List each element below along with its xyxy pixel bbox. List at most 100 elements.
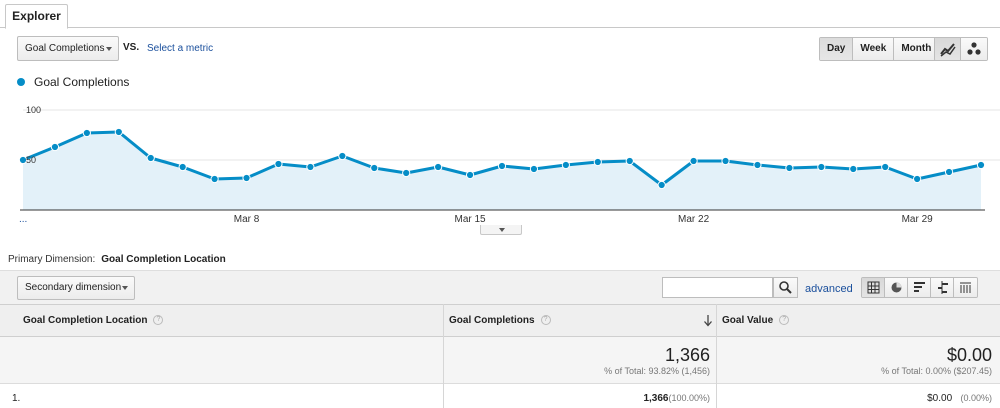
data-point [114, 127, 123, 137]
sort-descending-icon[interactable] [703, 314, 713, 327]
column-header-location-label: Goal Completion Location [23, 315, 148, 326]
total-value-sub: % of Total: 0.00% ($207.45) [881, 366, 992, 376]
data-point [274, 159, 283, 169]
secondary-dimension-label: Secondary dimension [25, 282, 122, 293]
data-point [721, 156, 730, 166]
period-selector: Day Week Month [819, 37, 940, 61]
y-tick-label: 50 [26, 155, 36, 165]
data-point [944, 167, 954, 177]
data-point [434, 162, 443, 172]
motion-chart-button[interactable] [961, 38, 987, 60]
comparison-view-icon [938, 281, 948, 294]
metric-dropdown-label: Goal Completions [25, 43, 105, 54]
motion-chart-icon [967, 42, 981, 55]
pie-view-button[interactable] [885, 278, 908, 297]
collapse-chevron-icon [499, 228, 505, 232]
row-completions: 1,366(100.00%) [643, 393, 710, 404]
data-point [306, 162, 315, 172]
line-chart-button[interactable] [935, 38, 961, 60]
data-point [753, 160, 762, 170]
help-icon[interactable]: ? [540, 315, 551, 326]
data-point [593, 157, 602, 167]
column-header-completions-label: Goal Completions [449, 315, 535, 326]
table-header: Goal Completion Location? Goal Completio… [0, 304, 1000, 337]
help-icon[interactable]: ? [153, 315, 164, 326]
period-day-button[interactable]: Day [820, 38, 854, 60]
table-toolbar [0, 270, 1000, 304]
column-header-location[interactable]: Goal Completion Location? [23, 305, 164, 336]
metric-dropdown[interactable]: Goal Completions [17, 36, 119, 61]
primary-dimension-label: Primary Dimension: [8, 254, 96, 265]
tab-strip: Explorer [0, 0, 1000, 29]
chart-type-selector [934, 37, 988, 61]
data-point [881, 162, 890, 172]
data-point [338, 151, 347, 161]
performance-view-icon [914, 282, 925, 292]
table-search-input[interactable] [662, 277, 773, 298]
advanced-filter-link[interactable]: advanced [805, 283, 853, 295]
total-completions-sub: % of Total: 93.82% (1,456) [604, 366, 710, 376]
chevron-down-icon [122, 286, 128, 290]
column-divider [443, 304, 444, 408]
row-completions-pct: (100.00%) [668, 393, 710, 403]
data-point [913, 174, 922, 184]
total-value: $0.00 [946, 345, 992, 365]
performance-view-button[interactable] [908, 278, 931, 297]
row-index: 1. [12, 393, 21, 404]
tab-explorer[interactable]: Explorer [5, 4, 68, 29]
legend-label: Goal Completions [34, 75, 130, 89]
data-point [561, 160, 570, 170]
data-point [849, 164, 858, 174]
data-point [50, 142, 60, 152]
column-header-completions[interactable]: Goal Completions? [449, 305, 551, 336]
y-tick-label: 100 [26, 105, 41, 115]
column-header-value-label: Goal Value [722, 315, 774, 326]
data-point [370, 163, 379, 173]
vs-label: VS. [123, 42, 140, 53]
data-point [529, 164, 539, 174]
data-point [210, 174, 219, 184]
x-tick-label: Mar 29 [902, 214, 934, 225]
data-point [178, 162, 187, 172]
data-point [82, 128, 91, 138]
comparison-view-button[interactable] [931, 278, 954, 297]
help-icon[interactable]: ? [779, 315, 790, 326]
legend-dot-icon [17, 78, 25, 86]
x-start-label: ... [19, 214, 27, 225]
data-point [402, 168, 411, 178]
row-completions-value: 1,366 [643, 393, 669, 404]
data-point [625, 156, 634, 166]
primary-dimension: Primary Dimension: Goal Completion Locati… [8, 254, 226, 265]
pivot-view-button[interactable] [954, 278, 977, 297]
select-metric-link[interactable]: Select a metric [147, 43, 214, 54]
table-view-icon [867, 281, 880, 294]
data-point [657, 180, 666, 190]
x-tick-label: Mar 22 [678, 214, 710, 225]
data-point [242, 173, 251, 183]
data-point [689, 156, 698, 166]
period-week-button[interactable]: Week [853, 38, 895, 60]
row-value: $0.00 (0.00%) [927, 393, 992, 404]
pie-view-icon [891, 282, 902, 293]
secondary-dimension-dropdown[interactable]: Secondary dimension [17, 276, 135, 300]
data-point [146, 153, 155, 163]
data-point [817, 162, 826, 172]
totals-row: 1,366 % of Total: 93.82% (1,456) $0.00 %… [0, 337, 1000, 384]
goal-completions-chart[interactable]: 100 50 Mar 8 Mar 15 Mar 22 Mar 29... [0, 95, 1000, 230]
chart-collapse-handle[interactable] [480, 225, 522, 235]
table-row[interactable]: 1. 1,366(100.00%) $0.00 (0.00%) [0, 385, 1000, 408]
column-header-value[interactable]: Goal Value? [722, 305, 790, 336]
x-tick-label: Mar 8 [234, 214, 260, 225]
series-area [23, 132, 981, 210]
primary-dimension-value[interactable]: Goal Completion Location [101, 254, 226, 265]
search-button[interactable] [773, 277, 798, 298]
pivot-view-icon [960, 282, 971, 293]
table-view-button[interactable] [862, 278, 885, 297]
line-chart-icon [940, 43, 956, 57]
table-view-selector [861, 277, 978, 298]
data-point [465, 170, 475, 180]
chart-legend: Goal Completions [17, 75, 129, 89]
row-value-amount: $0.00 [927, 393, 953, 404]
period-month-button[interactable]: Month [894, 38, 939, 60]
x-tick-label: Mar 15 [455, 214, 487, 225]
